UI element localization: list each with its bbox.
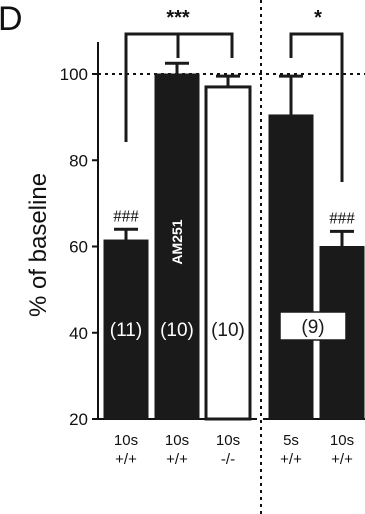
y-axis-label: % of baseline: [25, 173, 52, 317]
significance-stars: *: [314, 7, 322, 29]
bracket-single-star: *: [289, 7, 344, 182]
y-tick-label: 80: [69, 151, 88, 170]
genotype-label: +/+: [166, 451, 188, 468]
genotype-label: +/+: [331, 451, 353, 468]
y-tick-label: 60: [69, 238, 88, 257]
n-label: (9): [301, 317, 324, 338]
axes: 20 40 60 80 100: [60, 0, 365, 514]
y-tick-label: 20: [69, 410, 88, 429]
genotype-label: +/+: [280, 451, 302, 468]
x-tick-label: 10s: [114, 432, 138, 449]
n-label: (10): [160, 320, 194, 341]
bar: [103, 239, 149, 420]
treatment-label: AM251: [169, 219, 185, 264]
significance-layer: *** *: [124, 7, 344, 182]
group-n-box: (9): [279, 311, 347, 341]
n-label: (10): [211, 320, 245, 341]
panel-letter: D: [0, 0, 23, 38]
bar: [204, 85, 252, 421]
genotype-label: +/+: [115, 451, 137, 468]
bar: [154, 73, 200, 420]
significance-hash: ###: [113, 206, 139, 225]
y-tick-label: 40: [69, 324, 88, 343]
significance-stars: ***: [166, 7, 190, 29]
x-tick-label: 5s: [283, 432, 299, 449]
genotype-label: -/-: [221, 451, 235, 468]
significance-hash: ###: [329, 208, 355, 227]
n-label: (11): [110, 320, 142, 341]
x-tick-label: 10s: [165, 432, 189, 449]
y-tick-label: 100: [60, 65, 88, 84]
bracket-triple-star: ***: [124, 7, 234, 142]
x-tick-label: 10s: [216, 432, 240, 449]
bars-layer: ### (11) 10s +/+ AM251 (10) 10s +/+ (10) 10s -/- 5s…: [103, 61, 365, 468]
bar: [268, 114, 314, 420]
x-tick-label: 10s: [330, 432, 354, 449]
